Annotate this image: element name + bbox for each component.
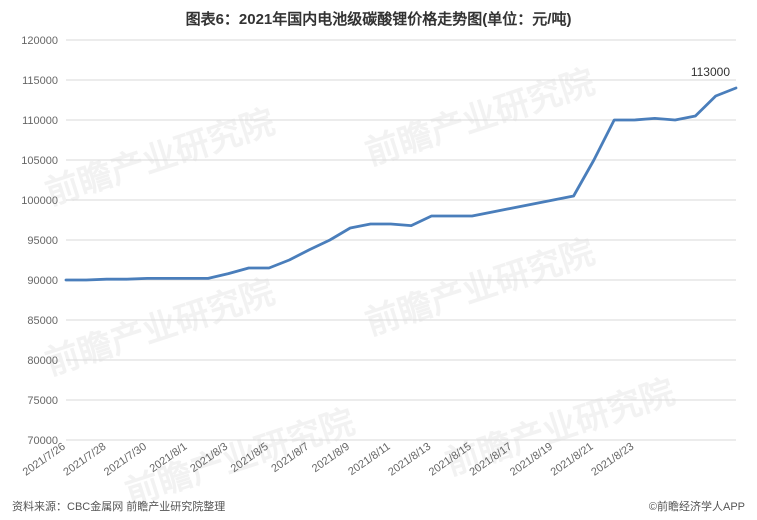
y-tick-label: 85000 xyxy=(27,315,58,327)
price-line-chart: 7000075000800008500090000950001000001050… xyxy=(0,0,757,520)
y-tick-label: 110000 xyxy=(22,115,58,127)
copyright-text: ©前瞻经济学人APP xyxy=(649,498,745,514)
x-tick-label: 2021/7/30 xyxy=(102,441,149,479)
x-tick-label: 2021/8/15 xyxy=(427,441,474,479)
x-tick-label: 2021/8/1 xyxy=(148,441,190,475)
x-tick-label: 2021/8/3 xyxy=(188,441,230,475)
y-tick-label: 100000 xyxy=(21,195,58,207)
y-tick-label: 90000 xyxy=(27,275,58,287)
x-tick-label: 2021/8/9 xyxy=(310,441,352,475)
end-data-label: 113000 xyxy=(691,65,730,79)
y-tick-label: 75000 xyxy=(27,395,58,407)
x-tick-label: 2021/8/21 xyxy=(549,441,596,479)
y-tick-label: 115000 xyxy=(22,75,58,87)
y-tick-label: 105000 xyxy=(21,155,58,167)
y-tick-label: 95000 xyxy=(27,235,58,247)
x-tick-label: 2021/8/7 xyxy=(269,441,311,475)
price-series-line xyxy=(66,88,736,280)
x-tick-label: 2021/8/17 xyxy=(467,441,514,479)
source-text: 资料来源：CBC金属网 前瞻产业研究院整理 xyxy=(12,498,225,514)
x-tick-label: 2021/8/19 xyxy=(508,441,555,479)
x-tick-label: 2021/8/23 xyxy=(589,441,636,479)
y-tick-label: 80000 xyxy=(27,355,58,367)
x-tick-label: 2021/8/5 xyxy=(229,441,271,475)
x-tick-label: 2021/7/28 xyxy=(61,441,108,479)
x-tick-label: 2021/8/11 xyxy=(346,441,392,478)
gridlines: 7000075000800008500090000950001000001050… xyxy=(21,35,736,447)
x-tick-label: 2021/8/13 xyxy=(386,441,433,479)
y-tick-label: 120000 xyxy=(21,35,58,47)
